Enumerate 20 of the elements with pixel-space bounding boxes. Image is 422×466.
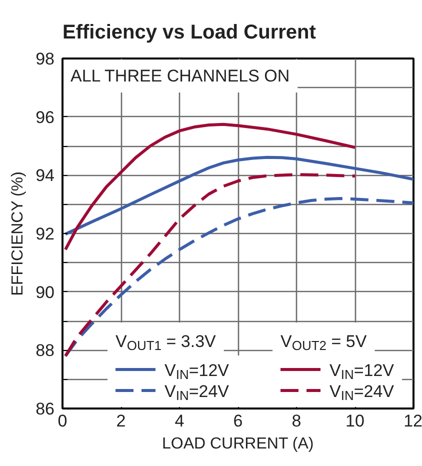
x-axis-title: LOAD CURRENT (A) (162, 436, 314, 452)
x-tick-label: 6 (233, 412, 243, 430)
line-series (64, 156, 414, 236)
x-tick-label: 10 (346, 412, 364, 430)
x-tick-label: 8 (292, 412, 302, 430)
y-axis-title: EFFICIENCY (%) (10, 172, 27, 296)
line-series (64, 122, 356, 252)
x-tick-label: 0 (58, 412, 68, 430)
y-tick-label: 98 (36, 50, 55, 68)
annotation: ALL THREE CHANNELS ON (70, 66, 290, 86)
y-tick-label: 92 (36, 224, 55, 244)
y-tick-label: 88 (36, 341, 55, 360)
y-tick-label: 90 (36, 282, 55, 302)
x-tick-label: 4 (174, 412, 184, 430)
x-tick-label: 2 (116, 412, 126, 430)
y-tick-label: 94 (36, 166, 55, 186)
y-tick-label: 86 (36, 400, 55, 418)
y-tick-label: 96 (36, 108, 55, 127)
x-tick-label: 12 (404, 412, 422, 430)
chart-title: Efficiency vs Load Current (62, 22, 316, 44)
